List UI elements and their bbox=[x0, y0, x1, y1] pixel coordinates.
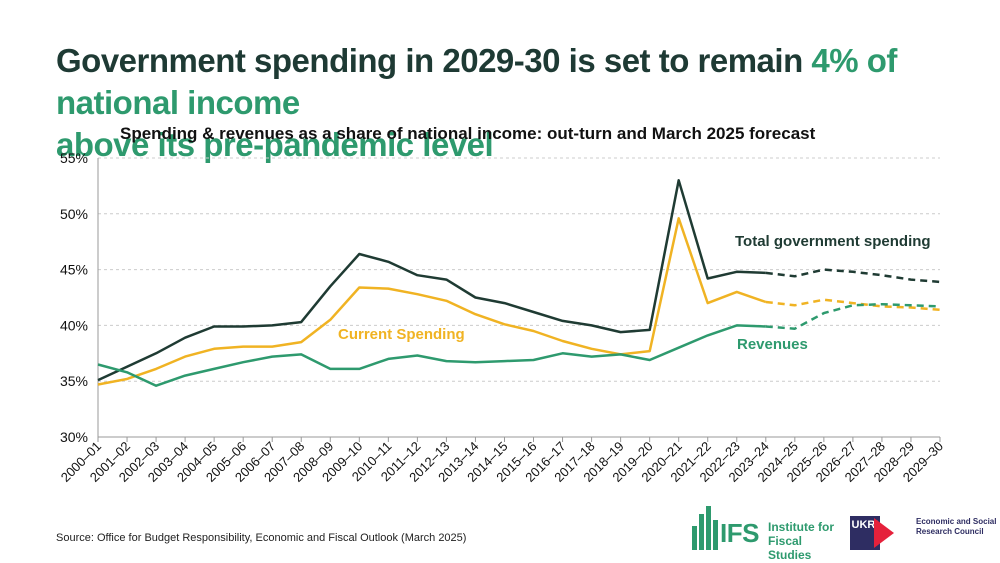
ukri-logo: UKRI Economic and Social Research Counci… bbox=[850, 516, 1000, 552]
headline-highlight: 4% of national income bbox=[56, 42, 897, 121]
series-label-current: Current Spending bbox=[338, 326, 465, 343]
ifs-logo: IFS Institute for Fiscal Studies bbox=[692, 506, 834, 562]
source-note: Source: Office for Budget Responsibility… bbox=[56, 532, 467, 544]
ukri-flag-icon bbox=[874, 518, 894, 548]
ifs-name: Institute for Fiscal Studies bbox=[768, 520, 834, 562]
headline-part1: Government spending in 2029-30 is set to… bbox=[56, 42, 812, 79]
ifs-bars-icon bbox=[692, 506, 718, 550]
y-tick-label: 45% bbox=[60, 262, 88, 278]
ifs-mark: IFS bbox=[720, 518, 759, 548]
series-line-current-outturn bbox=[97, 217, 767, 386]
chart-title: Spending & revenues as a share of nation… bbox=[120, 124, 816, 143]
ukri-name: Economic and Social Research Council bbox=[916, 517, 997, 536]
y-tick-label: 40% bbox=[60, 317, 88, 333]
series-line-revenues-outturn bbox=[97, 324, 766, 387]
y-tick-label: 30% bbox=[60, 429, 88, 445]
series-label-revenues: Revenues bbox=[737, 336, 808, 353]
headline: Government spending in 2029-30 is set to… bbox=[56, 40, 956, 166]
headline-part2: above its pre-pandemic level bbox=[56, 126, 494, 163]
series-line-total-forecast bbox=[765, 268, 941, 284]
series-line-revenues-forecast bbox=[765, 302, 941, 330]
y-tick-label: 55% bbox=[60, 150, 88, 166]
series-line-total-outturn bbox=[97, 179, 766, 382]
series-label-total: Total government spending bbox=[735, 233, 931, 250]
y-tick-label: 35% bbox=[60, 373, 88, 389]
series-line-current-forecast bbox=[765, 298, 941, 312]
y-tick-label: 50% bbox=[60, 206, 88, 222]
